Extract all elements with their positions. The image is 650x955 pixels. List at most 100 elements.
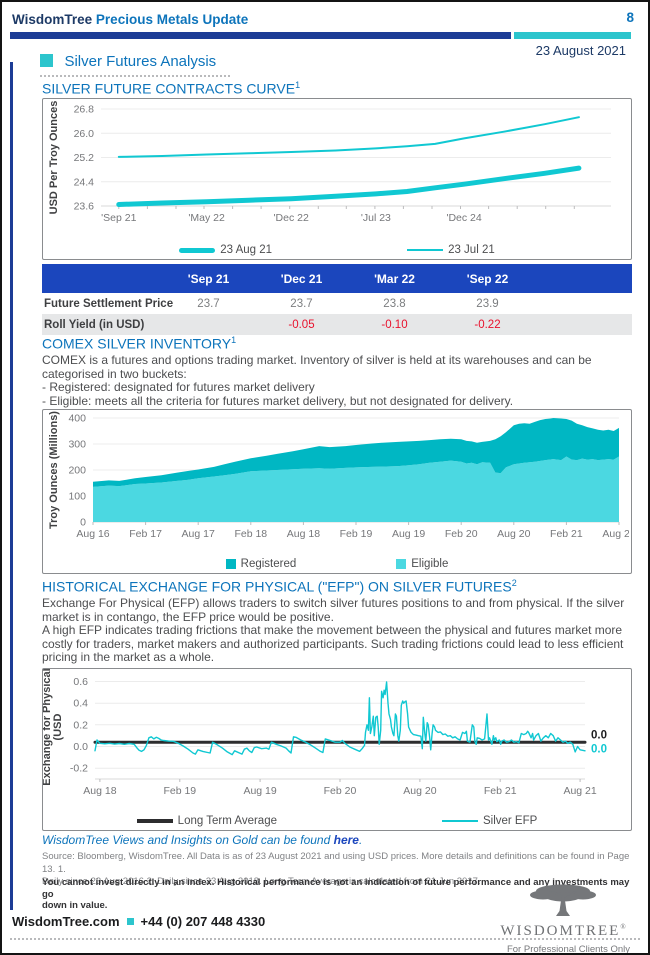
legend-label: Eligible bbox=[411, 558, 449, 570]
teal-square-bullet-icon bbox=[126, 918, 134, 925]
x-tick-label: 'Dec 24 bbox=[446, 212, 481, 224]
legend-swatch-line-black bbox=[136, 819, 173, 823]
table-row-label: Roll Yield (in USD) bbox=[44, 318, 145, 331]
section-title: Silver Futures Analysis bbox=[64, 53, 217, 70]
table-column-header: 'Dec 21 bbox=[280, 271, 323, 286]
table-value-cell: 23.9 bbox=[476, 297, 499, 310]
header-rule bbox=[10, 32, 631, 39]
text-line: You cannot invest directly in an index. … bbox=[42, 877, 630, 900]
text-line: costly for traders, market makers and au… bbox=[42, 636, 624, 651]
y-axis-label: Exchange for Physical bbox=[43, 669, 53, 786]
y-tick-label: 0 bbox=[80, 517, 86, 529]
text-line: COMEX is a futures and options trading m… bbox=[42, 353, 592, 367]
y-tick-label: 0.2 bbox=[73, 719, 88, 731]
table-value-cell: -0.22 bbox=[474, 318, 501, 331]
table-value-cell: -0.05 bbox=[288, 318, 315, 331]
series-silver-efp bbox=[94, 681, 586, 756]
comex-inventory-chart: 0 100 200 300 400 Aug 16 Feb 17 Aug 17 Feb 18 Aug… bbox=[42, 409, 632, 574]
legend-swatch-line-thick bbox=[179, 247, 216, 253]
x-tick-label: 'Dec 22 bbox=[274, 212, 309, 224]
y-tick-label: 300 bbox=[68, 439, 86, 451]
section-heading: Silver Futures Analysis bbox=[40, 53, 231, 77]
text-line: Source: Bloomberg, WisdomTree. All Data … bbox=[42, 851, 630, 875]
footnote-marker: 1 bbox=[231, 335, 237, 345]
left-margin-rule bbox=[10, 62, 13, 910]
y-tick-label: 0.6 bbox=[73, 676, 88, 688]
legend-label: 23 Aug 21 bbox=[220, 244, 273, 256]
legend-item: Eligible bbox=[396, 558, 448, 570]
y-tick-label: 0.4 bbox=[73, 698, 88, 710]
y-tick-label: 26.8 bbox=[74, 104, 95, 116]
y-axis-label: USD Per Troy Ounces bbox=[48, 101, 60, 215]
text-line: - Eligible: meets all the criteria for f… bbox=[42, 393, 514, 408]
y-tick-label: 24.4 bbox=[74, 176, 95, 188]
silver-curve-chart-title-text: SILVER FUTURE CONTRACTS CURVE bbox=[42, 80, 296, 97]
header-rule-blue-segment bbox=[10, 32, 511, 39]
x-tick-label: 'May 22 bbox=[188, 212, 225, 224]
x-tick-label: Feb 19 bbox=[340, 528, 373, 540]
footnote-marker: 1 bbox=[295, 80, 301, 90]
table-column-header: 'Mar 22 bbox=[374, 271, 415, 286]
comex-inventory-title: COMEX SILVER INVENTORY1 bbox=[42, 335, 236, 352]
x-tick-label: Feb 21 bbox=[484, 785, 517, 797]
header-rule-gap bbox=[511, 32, 514, 39]
x-tick-label: Feb 19 bbox=[163, 785, 196, 797]
insights-here-link[interactable]: here bbox=[333, 833, 359, 847]
series-eligible bbox=[93, 456, 619, 522]
x-tick-label: Aug 21 bbox=[563, 785, 596, 797]
legend-swatch-line-thin bbox=[407, 249, 444, 251]
legend-item: Registered bbox=[225, 558, 297, 570]
table-row-label: Future Settlement Price bbox=[44, 297, 174, 310]
legend-label: Long Term Average bbox=[177, 815, 277, 827]
table-value-cell: 23.8 bbox=[383, 297, 406, 310]
efp-chart-legend: Long Term Average Silver EFP bbox=[43, 815, 631, 827]
y-tick-label: 0.0 bbox=[73, 741, 88, 753]
registered-mark: ® bbox=[620, 923, 626, 931]
y-axis-label: Troy Ounces (Millions) bbox=[48, 411, 60, 529]
legend-item: Long Term Average bbox=[136, 815, 277, 827]
header-brand: WisdomTree Precious Metals Update bbox=[12, 12, 248, 27]
wisdomtree-logo: WISDOMTREE® bbox=[498, 882, 628, 940]
series-end-label: 0.0 bbox=[591, 730, 607, 742]
x-tick-label: Aug 19 bbox=[243, 785, 276, 797]
legend-swatch-line-thin bbox=[441, 820, 478, 822]
footnote-marker: 2 bbox=[511, 578, 517, 588]
legend-swatch-square bbox=[225, 559, 236, 569]
text-line: Daily since 23 Aug 2016 2. Daily since 2… bbox=[42, 876, 481, 887]
x-tick-label: 'Jul 23 bbox=[361, 212, 391, 224]
x-tick-label: Feb 21 bbox=[550, 528, 583, 540]
x-tick-label: Aug 17 bbox=[182, 528, 215, 540]
professional-clients-note: For Professional Clients Only bbox=[506, 944, 630, 955]
silver-curve-chart-plot: 23.6 24.4 25.2 26.0 26.8 'Sep 21 'May 22 'Dec 2… bbox=[48, 101, 611, 224]
contact-line: WisdomTree.com +44 (0) 207 448 4330 bbox=[12, 914, 265, 929]
silver-curve-chart-legend: 23 Aug 21 23 Jul 21 bbox=[43, 244, 631, 256]
table-column-header: 'Sep 22 bbox=[466, 271, 509, 286]
table-value-cell: 23.7 bbox=[290, 297, 313, 310]
comex-description: COMEX is a futures and options trading m… bbox=[42, 353, 622, 408]
efp-title: HISTORICAL EXCHANGE FOR PHYSICAL ("EFP")… bbox=[42, 578, 517, 595]
legend-item: 23 Aug 21 bbox=[179, 244, 272, 256]
y-tick-label: 100 bbox=[68, 491, 86, 503]
y-axis-label: (USD bbox=[52, 714, 64, 741]
website-link[interactable]: WisdomTree.com bbox=[12, 914, 120, 929]
table-header-row: 'Sep 21 'Dec 21 'Mar 22 'Sep 22 bbox=[42, 264, 632, 293]
table-value-cell: -0.10 bbox=[381, 318, 408, 331]
phone-number: +44 (0) 207 448 4330 bbox=[140, 914, 266, 929]
legend-label: Silver EFP bbox=[482, 815, 538, 827]
silver-curve-chart: 23.6 24.4 25.2 26.0 26.8 'Sep 21 'May 22 'Dec 2… bbox=[42, 98, 632, 260]
legend-label: Registered bbox=[240, 558, 297, 570]
x-tick-label: Aug 16 bbox=[76, 528, 109, 540]
insights-text: WisdomTree Views and Insights on Gold ca… bbox=[42, 833, 331, 847]
x-tick-label: Feb 20 bbox=[445, 528, 478, 540]
x-tick-label: Aug 19 bbox=[392, 528, 425, 540]
x-tick-label: Aug 20 bbox=[403, 785, 436, 797]
comex-inventory-chart-plot: 0 100 200 300 400 Aug 16 Feb 17 Aug 17 Feb 18 Aug… bbox=[48, 411, 629, 540]
text-line: A high EFP indicates trading frictions t… bbox=[42, 623, 623, 638]
teal-square-bullet-icon bbox=[40, 54, 53, 67]
text-line: down in value. bbox=[42, 900, 108, 911]
x-tick-label: Aug 21 bbox=[602, 528, 629, 540]
insights-period: . bbox=[358, 833, 363, 847]
insights-line: WisdomTree Views and Insights on Gold ca… bbox=[42, 833, 362, 847]
series-registered bbox=[93, 418, 619, 487]
